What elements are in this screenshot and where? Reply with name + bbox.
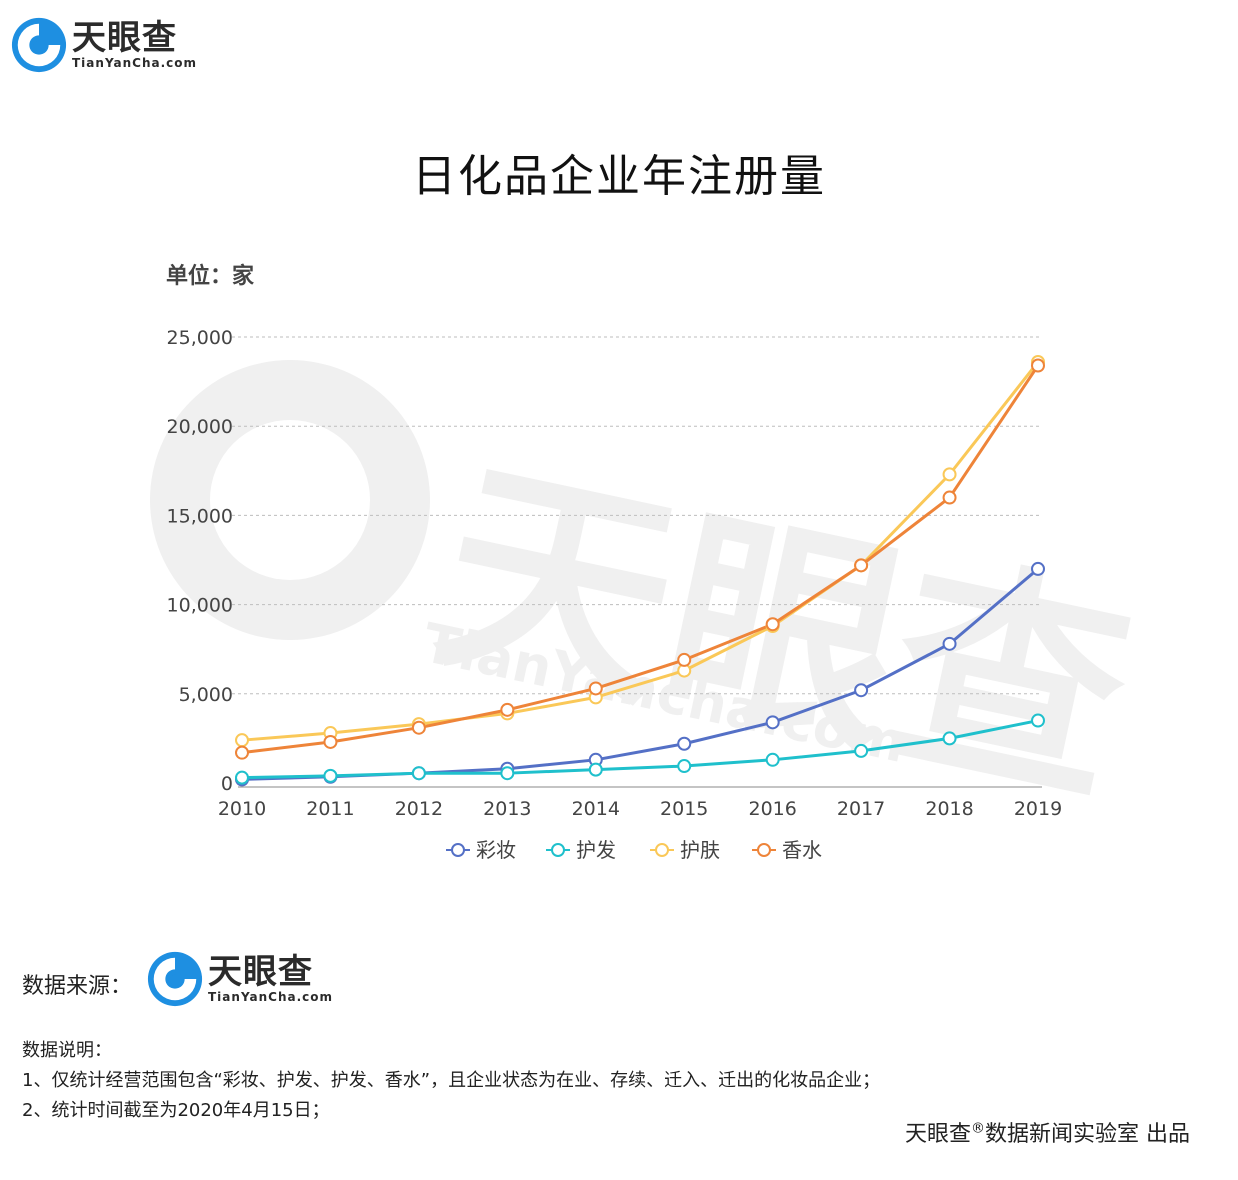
data-point	[942, 467, 957, 482]
series-line	[241, 719, 1039, 780]
x-tick-label: 2017	[837, 798, 885, 820]
data-point	[677, 736, 692, 751]
data-point	[1031, 561, 1045, 576]
x-tick-label: 2010	[218, 798, 266, 820]
brand-name-cn: 天眼查	[72, 18, 177, 58]
series-line	[241, 361, 1040, 742]
notes-title: 数据说明：	[22, 1040, 112, 1061]
data-point	[677, 759, 692, 774]
data-point	[765, 715, 780, 730]
x-tick-label: 2014	[572, 798, 620, 820]
data-point	[235, 733, 249, 748]
y-tick-label: 0	[221, 773, 233, 795]
legend-marker	[451, 843, 465, 857]
legend-label: 彩妆	[476, 838, 516, 862]
series-line	[241, 364, 1040, 755]
data-point	[765, 752, 780, 767]
x-tick-label: 2013	[483, 798, 531, 820]
y-tick-label: 15,000	[167, 505, 233, 527]
tianyancha-logo-icon	[147, 951, 203, 1007]
data-point	[854, 558, 869, 573]
data-point	[677, 652, 692, 667]
credit-suffix: 数据新闻实验室 出品	[985, 1122, 1190, 1147]
data-point	[588, 681, 603, 696]
data-point	[411, 766, 426, 781]
data-point	[1031, 713, 1045, 728]
data-point	[323, 734, 338, 749]
data-point	[1031, 358, 1045, 373]
data-point	[500, 766, 515, 781]
data-point	[235, 745, 249, 760]
y-tick-label: 25,000	[167, 327, 233, 349]
x-tick-label: 2018	[925, 798, 973, 820]
legend-label: 护发	[576, 838, 616, 862]
chart-title: 日化品企业年注册量	[412, 151, 826, 202]
data-point	[942, 490, 957, 505]
brand-logo: 天眼查 TianYanCha.com	[10, 16, 197, 74]
registered-mark: ®	[971, 1120, 985, 1137]
data-point	[588, 762, 603, 777]
data-point	[411, 720, 426, 735]
source-brand-logo: 天眼查 TianYanCha.com	[146, 950, 333, 1008]
source-label: 数据来源：	[22, 974, 133, 999]
data-point	[500, 702, 515, 717]
x-tick-label: 2016	[748, 798, 796, 820]
data-point	[854, 683, 869, 698]
credit-line: 天眼查®数据新闻实验室 出品	[905, 1116, 1190, 1148]
y-tick-label: 10,000	[167, 595, 233, 617]
legend-marker	[757, 843, 771, 857]
source-brand-name-en: TianYanCha.com	[208, 990, 334, 1004]
legend-label: 护肤	[680, 838, 720, 862]
x-tick-label: 2015	[660, 798, 708, 820]
legend-label: 香水	[782, 838, 822, 862]
tianyancha-logo-icon	[11, 17, 67, 73]
watermark: 天眼查 TianYancha.com	[150, 360, 1149, 837]
x-tick-label: 2019	[1014, 798, 1062, 820]
data-point	[235, 770, 249, 785]
line-chart: 天眼查 TianYancha.com 0 5,000 10,000 15,000 20,…	[150, 327, 1149, 862]
data-point	[323, 768, 338, 783]
legend-marker	[551, 843, 565, 857]
note-2: 2、统计时间截至为2020年4月15日；	[22, 1100, 330, 1121]
x-tick-label: 2012	[395, 798, 443, 820]
y-tick-label: 20,000	[167, 416, 233, 438]
x-tick-label: 2011	[306, 798, 354, 820]
data-point	[765, 617, 780, 632]
y-tick-label: 5,000	[179, 684, 233, 706]
brand-name-en: TianYanCha.com	[72, 56, 198, 70]
note-1: 1、仅统计经营范围包含“彩妆、护发、护发、香水”，且企业状态为在业、存续、迁入、…	[22, 1070, 881, 1091]
data-notes: 数据说明： 1、仅统计经营范围包含“彩妆、护发、护发、香水”，且企业状态为在业、…	[22, 1036, 880, 1126]
data-point	[942, 731, 957, 746]
data-point	[854, 743, 869, 758]
source-brand-name-cn: 天眼查	[208, 952, 313, 992]
credit-prefix: 天眼查	[904, 1122, 971, 1147]
legend-marker	[655, 843, 669, 857]
data-point	[942, 636, 957, 651]
unit-label: 单位：家	[166, 264, 255, 289]
